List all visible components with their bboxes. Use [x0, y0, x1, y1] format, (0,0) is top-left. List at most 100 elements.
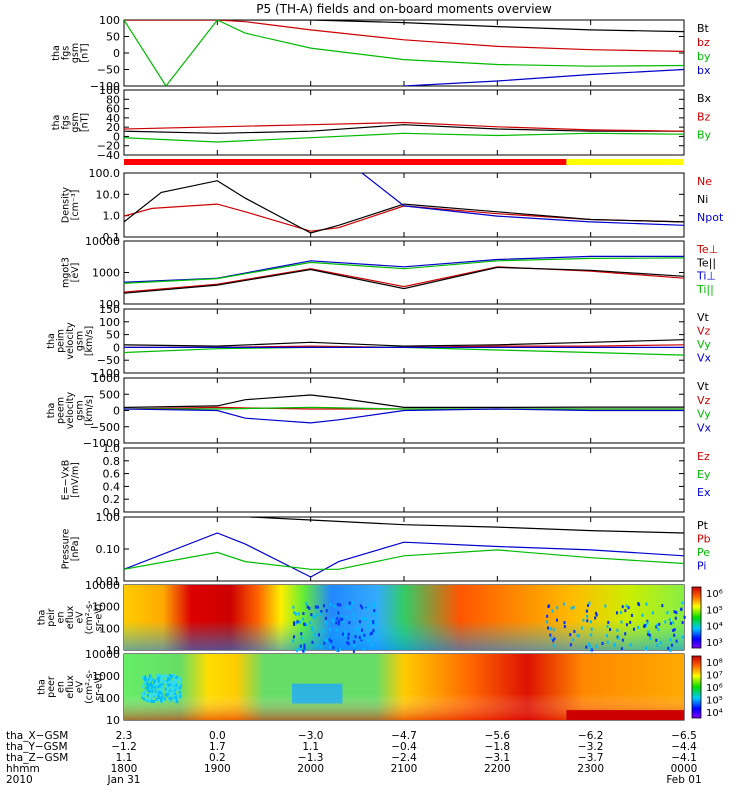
spectrogram-speck	[179, 679, 182, 683]
spectrogram-speck	[166, 690, 169, 694]
y-axis-label-line: eflux	[65, 675, 76, 699]
spectrogram-speck	[318, 633, 321, 637]
spectrogram-speck	[606, 640, 609, 644]
spectrogram-noise-spec2	[140, 673, 182, 704]
spectrogram-speck	[643, 624, 646, 628]
spectrogram-speck	[149, 674, 152, 678]
spectrogram-speck	[170, 696, 173, 700]
spectrogram-speck	[168, 689, 171, 693]
spectrogram-speck	[176, 683, 179, 687]
y-tick-label: 100.0	[89, 167, 121, 180]
spectrogram-speck	[168, 699, 171, 703]
spectrogram-speck	[326, 638, 329, 642]
spectrogram-speck	[164, 693, 167, 697]
spectrogram-speck	[163, 674, 166, 678]
y-axis-label-line: Density	[60, 187, 71, 223]
spectrogram-speck	[319, 645, 322, 649]
spectrogram-speck	[300, 636, 303, 640]
spectrogram-speck	[358, 620, 361, 624]
spectrogram-speck	[292, 605, 295, 609]
spectrogram-speck	[293, 621, 296, 625]
y-axis-label-line: sr-eV)	[94, 604, 105, 632]
spectrogram-speck	[168, 678, 171, 682]
spectrogram-speck	[167, 676, 170, 680]
spectrogram-speck	[303, 643, 306, 647]
spectrogram-speck	[176, 677, 179, 681]
spectrogram-speck	[644, 624, 647, 628]
spectrogram-high-flux-patch	[566, 710, 684, 720]
spectrogram-speck	[661, 604, 664, 608]
y-axis-label-line: sr-eV)	[94, 673, 105, 701]
spectrogram-speck	[162, 684, 165, 688]
spectrogram-speck	[303, 646, 306, 650]
legend-entry: Bt	[697, 22, 710, 35]
x-row-label: hhmm	[6, 763, 40, 775]
y-axis-label-line: gsm	[75, 331, 86, 351]
spectrogram-speck	[142, 682, 145, 686]
legend-entry: by	[697, 50, 711, 63]
spectrogram-speck	[314, 605, 317, 609]
spectrogram-speck	[673, 628, 676, 632]
x-row-value: −3.7	[578, 752, 604, 764]
x-row-value: 2.3	[116, 730, 133, 742]
spectrogram-speck	[140, 692, 143, 696]
spectrogram-speck	[336, 617, 339, 621]
spectrogram-speck	[328, 628, 331, 632]
y-axis-label-line: Pressure	[60, 529, 71, 570]
spectrogram-speck	[645, 602, 648, 606]
colorbar-label: 10⁵	[706, 696, 723, 707]
spectrogram-speck	[375, 612, 378, 616]
spectrogram-speck	[166, 678, 169, 682]
spectrogram-speck	[629, 643, 632, 647]
spectrogram-speck	[570, 606, 573, 610]
spectrogram-speck	[360, 638, 363, 642]
spectrogram-speck	[176, 696, 179, 700]
y-axis-label-line: tha	[51, 45, 62, 61]
series-line-Vt	[124, 394, 684, 408]
spectrogram-speck	[302, 612, 305, 616]
spectrogram-speck	[374, 630, 377, 634]
spectrogram-speck	[345, 606, 348, 610]
spectrogram-speck	[373, 609, 376, 613]
spectrogram-speck	[361, 606, 364, 610]
spectrogram-speck	[302, 649, 305, 653]
spectrogram-low-flux-patch	[292, 683, 343, 704]
legend-entry: Vx	[697, 421, 712, 434]
spectrogram-speck	[343, 634, 346, 638]
y-axis-label-line: velocity	[65, 322, 76, 360]
spectrogram-speck	[178, 690, 181, 694]
spectrogram-speck	[292, 639, 295, 643]
spectrogram-speck	[156, 674, 159, 678]
spectrogram-speck	[552, 628, 555, 632]
spectrogram-speck	[162, 679, 165, 683]
spectrogram-speck	[625, 623, 628, 627]
spectrogram-speck	[667, 646, 670, 650]
x-row-value: −4.7	[391, 730, 417, 742]
y-tick-label: 60	[106, 103, 120, 116]
y-tick-label: 1000	[92, 267, 120, 280]
spectrogram-speck	[644, 647, 647, 651]
legend-entry: Vx	[697, 352, 712, 365]
spectrogram-speck	[299, 646, 302, 650]
y-axis-label-press: Pressure[nPa]	[60, 529, 81, 570]
series-line-Bt	[124, 20, 684, 33]
spectrogram-speck	[629, 620, 632, 624]
y-axis-label-line: velocity	[65, 392, 76, 430]
x-row-value: −4.4	[671, 741, 697, 753]
spectrogram-speck	[323, 641, 326, 645]
series-line-Vt	[124, 339, 684, 347]
legend-entry: Vz	[697, 325, 711, 338]
spectrogram-speck	[168, 696, 171, 700]
colorbar-label: 10⁴	[706, 622, 723, 633]
spectrogram-speck	[160, 685, 163, 689]
spectrogram-speck	[683, 615, 686, 619]
y-tick-label: 10000	[85, 648, 120, 661]
colorbar-label: 10⁸	[706, 658, 723, 669]
spectrogram-speck	[606, 634, 609, 638]
spectrogram-speck	[169, 676, 172, 680]
series-line-Pt	[249, 517, 684, 534]
y-axis-label-line: peim	[56, 329, 67, 353]
spectrogram-speck	[143, 697, 146, 701]
y-tick-label: 100	[99, 84, 120, 97]
spectrogram-speck	[607, 620, 610, 624]
